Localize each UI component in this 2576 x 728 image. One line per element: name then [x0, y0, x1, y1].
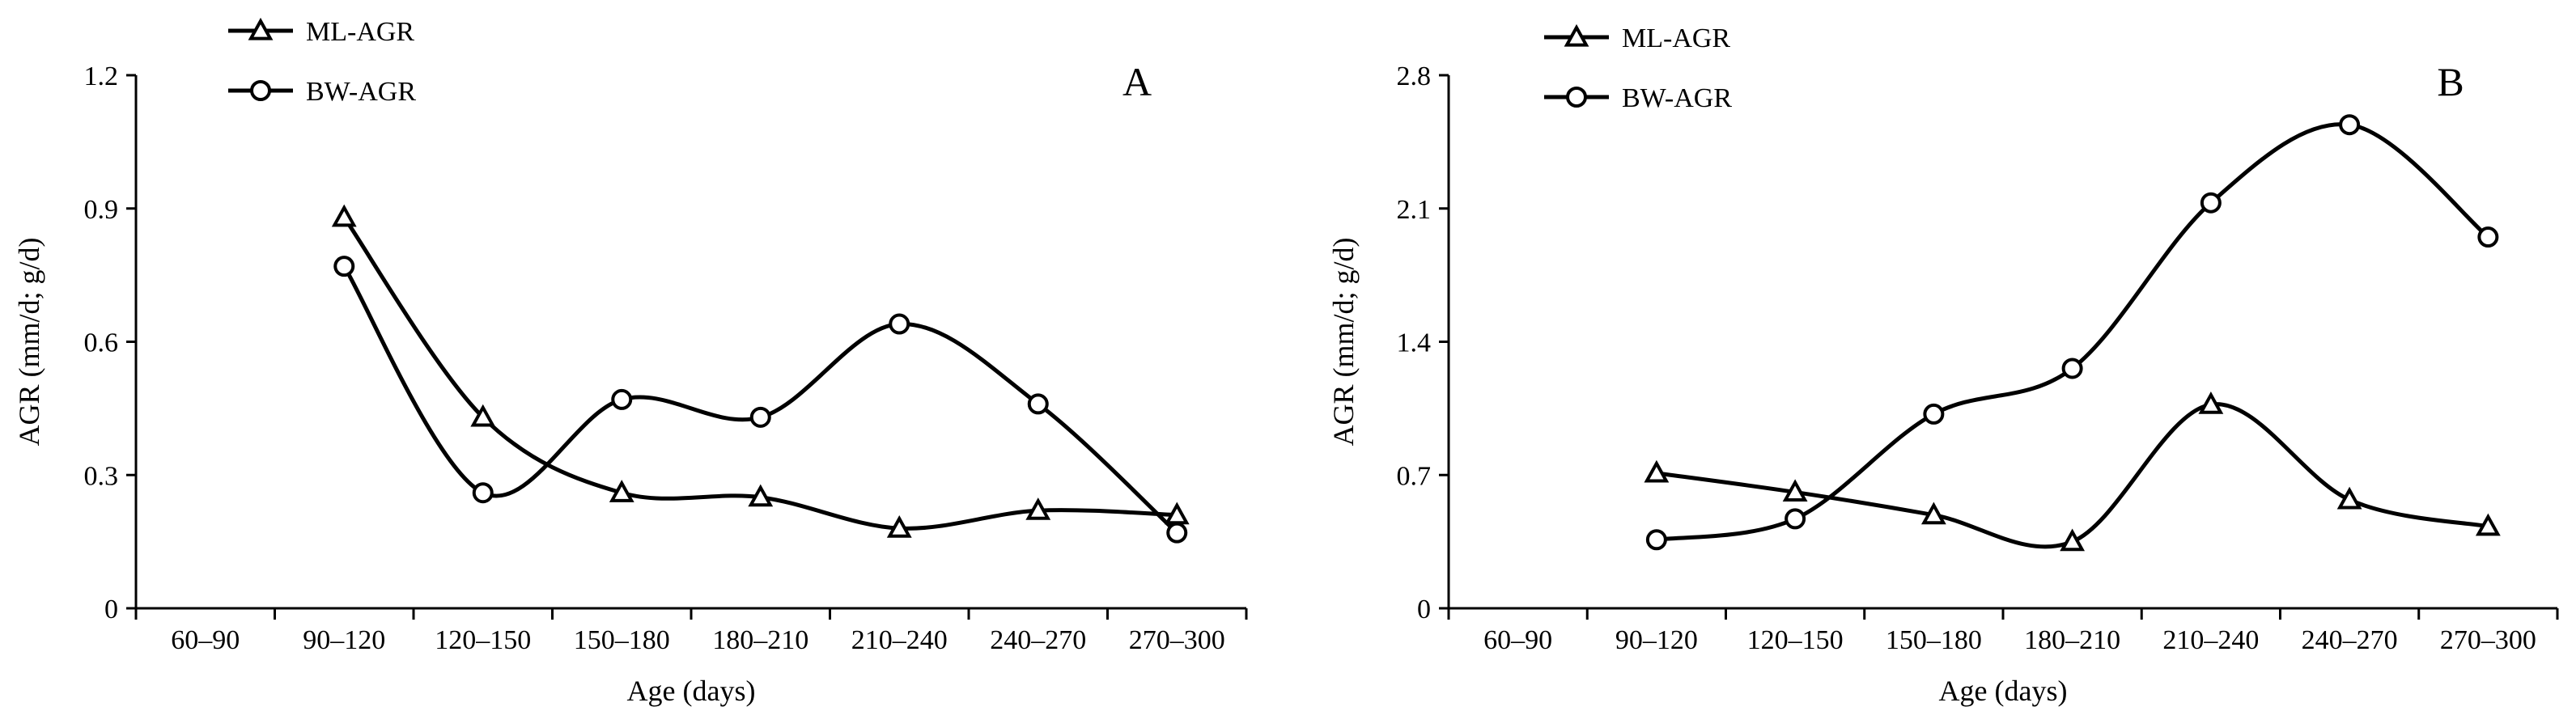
data-point — [2060, 528, 2086, 552]
legend-label: ML-AGR — [1622, 23, 1730, 53]
x-tick-label: 60–90 — [171, 625, 240, 655]
data-point — [333, 256, 355, 277]
data-point — [1644, 459, 1670, 483]
legend-label: ML-AGR — [306, 17, 414, 47]
data-point — [2336, 486, 2362, 510]
data-point — [889, 313, 910, 335]
x-tick-label: 210–240 — [2162, 625, 2259, 655]
data-point — [2339, 114, 2361, 136]
legend-entry: BW-AGR — [1544, 83, 1732, 113]
legend-entry: ML-AGR — [228, 17, 414, 47]
data-point — [611, 388, 633, 410]
y-tick-label: 1.4 — [1397, 328, 1432, 358]
legend-label: BW-AGR — [1622, 83, 1732, 113]
series-ml-agr — [331, 204, 1190, 538]
x-tick-label: 270–300 — [1129, 625, 1225, 655]
legend-entry: BW-AGR — [228, 77, 416, 107]
y-axis-title: AGR (mm/d; g/d) — [13, 238, 45, 447]
x-tick-label: 90–120 — [303, 625, 385, 655]
data-point — [2198, 392, 2224, 414]
x-tick-label: 210–240 — [851, 625, 948, 655]
data-point — [472, 482, 494, 504]
y-tick-label: 0.9 — [84, 195, 119, 225]
chart-panel-b: 0 0.7 1.4 2.1 2.8 60–90 90–120 120–150 150–180 18… — [1327, 23, 2559, 707]
x-tick-label: 90–120 — [1615, 625, 1698, 655]
legend-marker — [1566, 87, 1587, 108]
x-tick-label: 240–270 — [2302, 625, 2398, 655]
legend-entry: ML-AGR — [1544, 23, 1730, 53]
data-point — [1923, 403, 1945, 425]
legend-label: BW-AGR — [306, 77, 416, 107]
x-tick-label: 240–270 — [990, 625, 1086, 655]
x-tick-label: 60–90 — [1483, 625, 1552, 655]
y-axis-title: AGR (mm/d; g/d) — [1327, 238, 1360, 447]
x-tick-label: 150–180 — [574, 625, 670, 655]
series-line — [1656, 122, 2489, 542]
y-tick-label: 0 — [1417, 595, 1431, 624]
x-axis-title: Age (days) — [627, 675, 756, 707]
data-point — [2200, 192, 2222, 214]
data-point — [1782, 479, 1808, 502]
y-tick-label: 0.3 — [84, 461, 119, 491]
data-point — [331, 204, 357, 227]
y-tick-label: 0 — [104, 595, 118, 624]
y-tick-label: 1.2 — [84, 61, 119, 91]
x-tick-label: 180–210 — [2024, 625, 2120, 655]
data-point — [1027, 393, 1049, 415]
x-axis-title: Age (days) — [1939, 675, 2068, 707]
x-tick-label: 150–180 — [1886, 625, 1982, 655]
series-ml-agr — [1644, 392, 2501, 552]
data-point — [2061, 358, 2083, 379]
x-tick-label: 120–150 — [1747, 625, 1844, 655]
series-bw-agr — [1645, 114, 2499, 551]
legend-marker — [250, 80, 271, 101]
y-tick-label: 0.7 — [1397, 461, 1432, 491]
series-bw-agr — [333, 256, 1188, 544]
data-point — [1025, 497, 1051, 520]
chart-panel-a: 0 0.3 0.6 0.9 1.2 60–90 90–120 120–150 150–180 18… — [13, 17, 1248, 707]
y-tick-label: 0.6 — [84, 328, 119, 358]
x-tick-label: 120–150 — [435, 625, 531, 655]
data-point — [749, 406, 771, 428]
data-point — [748, 484, 774, 507]
legend-marker — [248, 17, 274, 40]
data-point — [886, 515, 912, 538]
x-tick-label: 270–300 — [2440, 625, 2536, 655]
y-tick-label: 2.8 — [1397, 61, 1432, 91]
data-point — [2475, 513, 2501, 536]
data-point — [1166, 522, 1188, 544]
x-tick-label: 180–210 — [712, 625, 808, 655]
data-point — [609, 480, 634, 502]
data-point — [470, 404, 496, 427]
y-tick-label: 2.1 — [1397, 195, 1432, 225]
data-point — [1920, 502, 1946, 525]
panel-label: B — [2437, 59, 2464, 104]
legend-marker — [1564, 23, 1589, 47]
data-point — [1785, 508, 1806, 530]
data-point — [2477, 226, 2499, 248]
panel-label: A — [1122, 59, 1152, 104]
data-point — [1645, 529, 1667, 551]
